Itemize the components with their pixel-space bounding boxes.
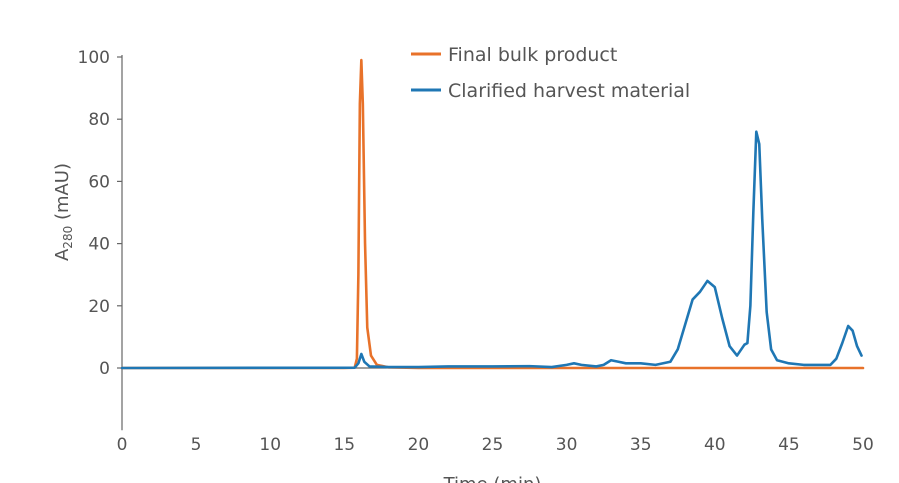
- x-tick-label: 20: [408, 435, 430, 455]
- y-tick-label: 60: [88, 172, 110, 192]
- x-tick-label: 30: [556, 435, 578, 455]
- x-tick-label: 40: [704, 435, 726, 455]
- y-tick-label: 0: [99, 359, 110, 379]
- axes: 0 20 40 60 80 100 0 5 10 15 20 25 30 35 40 45 50: [78, 48, 874, 455]
- x-tick-label: 35: [630, 435, 652, 455]
- x-tick-label: 10: [259, 435, 281, 455]
- y-axis-label: A280 (mAU): [52, 163, 75, 261]
- x-axis-label: Time (min): [443, 474, 542, 483]
- series-layer: [120, 58, 865, 370]
- x-tick-label: 25: [482, 435, 504, 455]
- y-axis-label-unit: (mAU): [52, 163, 73, 226]
- x-tick-label: 0: [117, 435, 128, 455]
- y-axis-label-main: A: [52, 248, 73, 261]
- y-tick-label: 20: [88, 297, 110, 317]
- y-axis-label-subscript: 280: [61, 226, 75, 249]
- series-line-clarified-harvest-material: [120, 130, 863, 370]
- series-line-final-bulk-product: [120, 58, 865, 370]
- y-tick-label: 40: [88, 235, 110, 255]
- y-tick-label: 100: [78, 48, 110, 68]
- y-tick-label: 80: [88, 110, 110, 130]
- legend-label: Clarified harvest material: [448, 80, 690, 102]
- y-axis-title: A280 (mAU): [52, 163, 75, 261]
- legend: Final bulk product Clarified harvest mate…: [411, 44, 690, 102]
- x-tick-label: 5: [191, 435, 202, 455]
- x-axis-title: Time (min): [443, 474, 542, 483]
- legend-label: Final bulk product: [448, 44, 617, 66]
- x-tick-label: 45: [778, 435, 800, 455]
- x-tick-label: 15: [333, 435, 355, 455]
- x-tick-label: 50: [852, 435, 874, 455]
